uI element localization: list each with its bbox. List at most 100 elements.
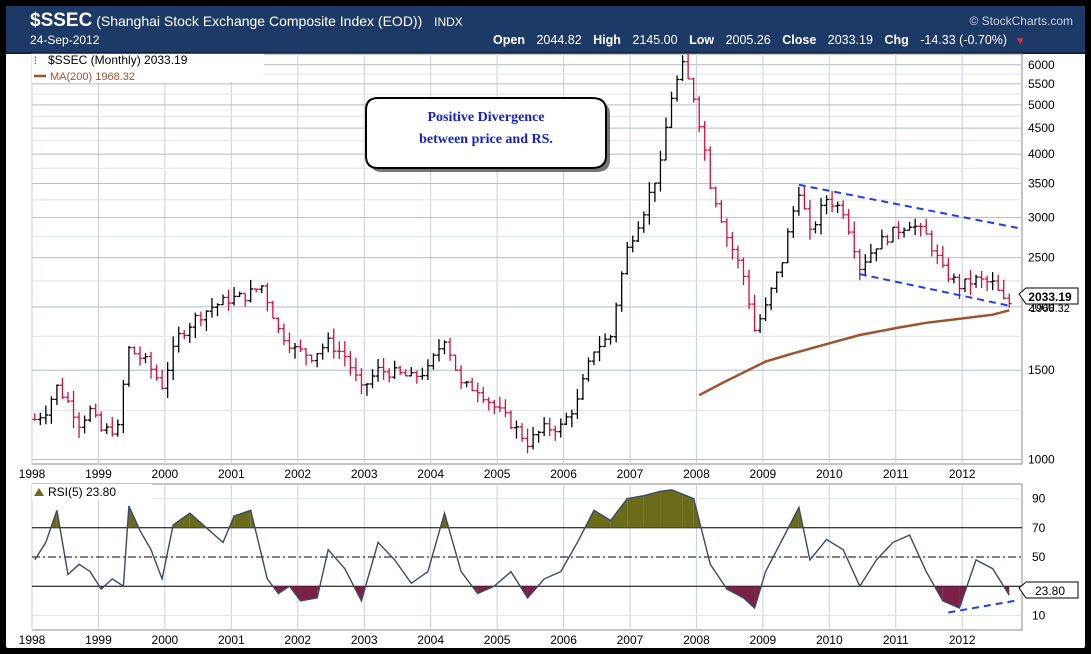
ohlc-bar	[746, 269, 752, 309]
ohlc-bar	[347, 351, 353, 376]
ohlc-icon: ⫶	[34, 56, 37, 67]
rsi-line	[34, 489, 1010, 610]
price-x-tick-label: 2005	[484, 467, 511, 481]
ohlc-bar	[707, 146, 713, 189]
ohlc-bar	[884, 234, 890, 246]
ohlc-bar	[176, 326, 182, 353]
symbol-title: $SSEC (Shanghai Stock Exchange Composite…	[30, 10, 463, 32]
ohlc-bar	[597, 335, 603, 362]
ohlc-bar	[248, 279, 254, 303]
open-label: Open	[493, 33, 525, 47]
ohlc-bar	[774, 271, 780, 293]
ohlc-bar	[552, 425, 558, 441]
price-tag-label: 2033.19	[1028, 290, 1072, 304]
price-x-tick-label: 2006	[550, 467, 577, 481]
ohlc-bar	[669, 91, 675, 129]
ohlc-bar	[973, 274, 979, 288]
ohlc-bar	[513, 420, 519, 439]
rsi-x-tick-label: 2000	[152, 633, 179, 647]
callout-line-1: Positive Divergence	[427, 110, 544, 125]
ma-tag-label: 1968.32	[1030, 303, 1070, 315]
ohlc-bar	[801, 187, 807, 210]
ohlc-bar	[220, 294, 226, 306]
ohlc-bar	[923, 218, 929, 235]
price-legend-label: $SSEC (Monthly) 2033.19	[48, 53, 188, 67]
ohlc-bar	[785, 228, 791, 264]
ohlc-bar	[934, 244, 940, 265]
ohlc-bar	[862, 254, 868, 277]
ohlc-bar	[740, 257, 746, 286]
price-y-tick-label: 1000	[1028, 453, 1055, 467]
ohlc-bar	[358, 368, 364, 395]
price-legend: $SSEC (Monthly) 2033.19 ⫶ MA(200) 1968.3…	[32, 53, 264, 83]
ohlc-bar	[851, 221, 857, 259]
ohlc-bar	[674, 75, 680, 102]
ohlc-bar	[115, 419, 121, 437]
exchange: INDX	[434, 15, 463, 29]
rsi-x-tick-label: 1998	[19, 633, 46, 647]
ohlc-bar	[541, 417, 547, 437]
symbol: $SSEC	[30, 10, 93, 31]
ohlc-bar	[71, 390, 77, 429]
ohlc-bar	[752, 294, 758, 332]
ohlc-bar	[896, 221, 902, 240]
ohlc-bar	[98, 411, 104, 432]
ohlc-bar	[569, 409, 575, 428]
ohlc-bar	[32, 413, 38, 421]
ohlc-bar	[386, 367, 392, 383]
ohlc-bar	[165, 362, 171, 398]
ohlc-bar	[137, 346, 143, 366]
price-x-tick-label: 2001	[218, 467, 245, 481]
ohlc-bar	[37, 412, 43, 426]
price-x-tick-label: 1999	[85, 467, 112, 481]
ohlc-bar	[392, 360, 398, 379]
ohlc-bar	[464, 380, 470, 388]
ohlc-bar	[381, 357, 387, 380]
callout-line-2: between price and RS.	[419, 132, 553, 147]
ohlc-bar	[663, 117, 669, 161]
rsi-overbought-fill	[627, 495, 644, 528]
ohlc-bar	[54, 384, 60, 405]
ohlc-bar	[320, 343, 326, 360]
rsi-x-tick-label: 2004	[417, 633, 444, 647]
ohlc-bar	[918, 222, 924, 237]
ohlc-bar	[979, 270, 985, 289]
ohlc-bar	[868, 243, 874, 264]
ohlc-bar	[763, 297, 769, 321]
down-arrow-icon: ▼	[1015, 36, 1025, 47]
rsi-y-tick-label: 50	[1032, 550, 1046, 564]
ohlc-bar	[170, 336, 176, 381]
ohlc-bar	[59, 377, 65, 399]
rsi-tag: 23.80	[1018, 581, 1079, 599]
rsi-x-tick-label: 2001	[218, 633, 245, 647]
rsi-legend: RSI(5) 23.80	[32, 484, 152, 500]
rsi-x-tick-label: 2011	[883, 633, 909, 647]
ohlc-bar	[491, 399, 497, 414]
ohlc-bar	[475, 382, 481, 403]
ohlc-bar	[547, 417, 553, 437]
ohlc-bar	[154, 364, 160, 381]
rsi-oversold-fill	[300, 586, 318, 601]
close-value: 2033.19	[827, 33, 873, 47]
ohlc-bar	[469, 377, 475, 392]
ohlc-bar	[430, 353, 436, 370]
rsi-legend-icon	[34, 488, 44, 496]
ohlc-bar	[635, 221, 641, 242]
price-tag: 2033.19 1968.32	[1018, 287, 1079, 315]
ohlc-bar	[259, 285, 265, 294]
ohlc-bar	[48, 396, 54, 424]
rsi-legend-label: RSI(5) 23.80	[48, 485, 116, 499]
quote-date: 24-Sep-2012	[30, 33, 100, 47]
ohlc-bar	[768, 287, 774, 310]
ohlc-bar	[735, 245, 741, 269]
low-label: Low	[689, 33, 715, 47]
low-value: 2005.26	[725, 33, 771, 47]
ohlc-bar	[691, 77, 697, 103]
ohlc-bar	[525, 428, 531, 454]
ohlc-bar	[226, 289, 232, 311]
rsi-overbought-fill	[671, 489, 683, 528]
brand-logo[interactable]: © StockCharts.com	[969, 14, 1073, 28]
price-x-tick-label: 2009	[750, 467, 777, 481]
ohlc-bar	[336, 341, 342, 360]
ohlc-bar	[303, 348, 309, 366]
